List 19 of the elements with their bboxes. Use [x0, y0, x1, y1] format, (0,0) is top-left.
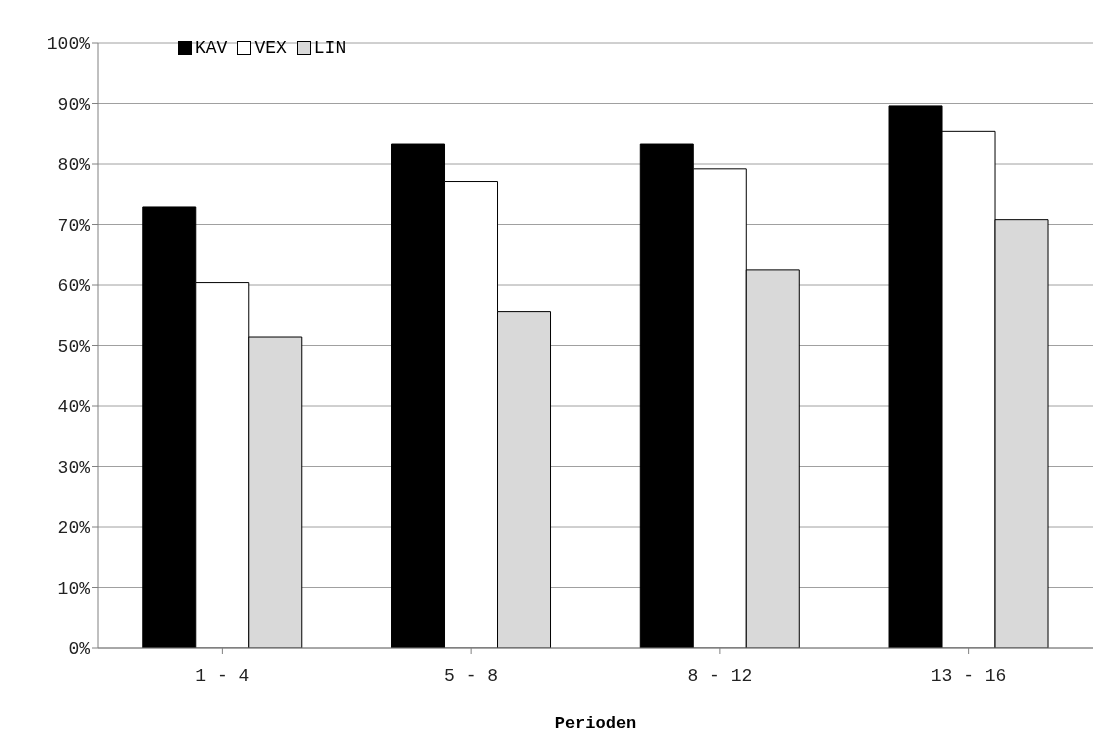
x-tick-label: 5 - 8	[444, 665, 499, 686]
x-axis-title: Perioden	[554, 714, 637, 733]
legend-label: LIN	[313, 38, 347, 58]
y-tick-label: 80%	[57, 155, 91, 176]
x-tick-label: 8 - 12	[687, 665, 753, 686]
y-tick-label: 40%	[57, 397, 91, 418]
y-tick-label: 60%	[57, 276, 91, 297]
x-tick-label: 1 - 4	[195, 665, 250, 686]
legend-label: KAV	[195, 38, 228, 58]
y-tick-label: 0%	[68, 639, 91, 660]
y-tick-label: 70%	[57, 215, 91, 236]
y-tick-label: 100%	[46, 34, 91, 55]
y-tick-label: 10%	[57, 578, 91, 599]
y-tick-label: 50%	[57, 336, 91, 357]
legend-label: VEX	[254, 38, 287, 58]
x-tick-label: 13 - 16	[930, 665, 1007, 686]
y-tick-label: 30%	[57, 457, 91, 478]
y-tick-label: 20%	[57, 518, 91, 539]
y-tick-label: 90%	[57, 94, 91, 115]
